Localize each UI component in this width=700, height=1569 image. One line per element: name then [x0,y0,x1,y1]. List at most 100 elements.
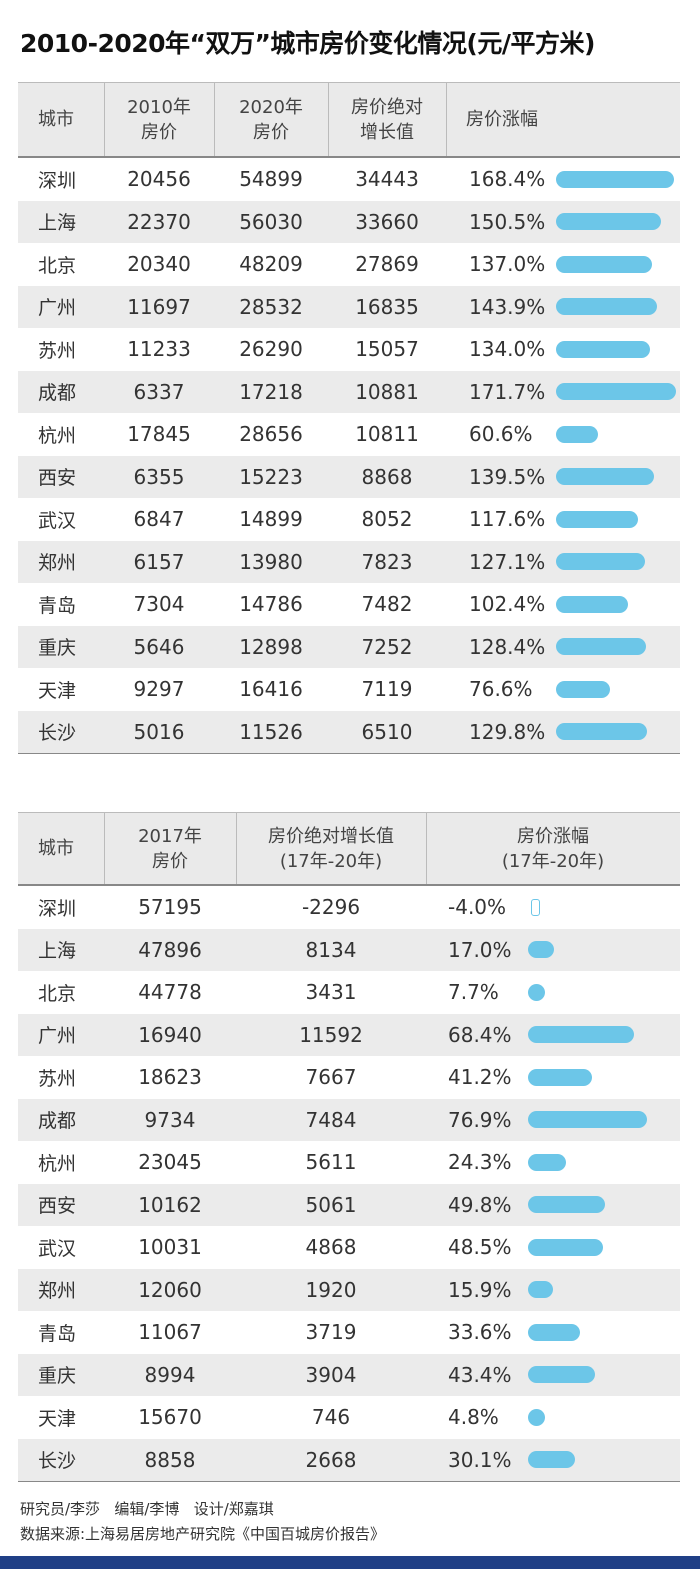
table-row: 青岛 11067 3719 33.6% [18,1311,680,1354]
growth-bar [528,1068,592,1086]
cell-growth-rate: 49.8% [448,1192,512,1217]
growth-bar [556,425,599,443]
cell-price-2017: 23045 [138,1150,202,1175]
header-city: 城市 [38,109,74,130]
cell-growth-rate: 76.6% [469,677,533,702]
footer-bar [0,1556,700,1569]
table-row: 广州 16940 11592 68.4% [18,1013,680,1056]
cell-city: 杭州 [38,1152,77,1175]
header-growth-rate: 房价涨幅 [466,109,538,130]
table-row: 苏州 11233 26290 15057 134.0% [18,328,680,371]
cell-price-2020: 13980 [239,549,303,574]
cell-price-2010: 6847 [133,507,185,532]
header-price-2010: 2010年 房价 [127,96,191,143]
cell-city: 苏州 [38,339,77,362]
cell-city: 天津 [38,1407,77,1430]
cell-price-2017: 11067 [138,1320,202,1345]
cell-city: 上海 [38,212,77,235]
table-row: 天津 9297 16416 7119 76.6% [18,668,680,711]
table-row: 杭州 17845 28656 10811 60.6% [18,413,680,456]
cell-growth-rate: 68.4% [448,1022,512,1047]
cell-city: 北京 [38,982,77,1005]
cell-absolute-increase: 7823 [361,549,413,574]
cell-absolute-increase: 34443 [355,167,419,192]
cell-growth-rate: 76.9% [448,1107,512,1132]
cell-growth-rate: 117.6% [469,507,546,532]
cell-growth-rate: 127.1% [469,549,546,574]
cell-absolute-increase: 16835 [355,294,419,319]
cell-city: 广州 [38,1025,77,1048]
cell-city: 重庆 [38,1365,77,1388]
growth-bar [528,1153,566,1171]
cell-price-2010: 22370 [127,209,191,234]
price-table-2017-2020: 城市 2017年 房价 房价绝对增长值 (17年-20年) 房价涨幅 (17年-… [18,812,680,1482]
growth-bar [528,1323,580,1341]
cell-price-2020: 16416 [239,677,303,702]
table-row: 上海 47896 8134 17.0% [18,928,680,971]
cell-absolute-increase: 746 [311,1405,351,1430]
table-row: 西安 6355 15223 8868 139.5% [18,455,680,498]
cell-city: 武汉 [38,1237,77,1260]
cell-city: 北京 [38,254,77,277]
cell-growth-rate: 129.8% [469,719,546,744]
cell-price-2020: 54899 [239,167,303,192]
cell-city: 深圳 [38,897,77,920]
header-absolute-increase: 房价绝对 增长值 [351,96,423,143]
cell-city: 青岛 [38,1322,77,1345]
cell-city: 上海 [38,940,77,963]
table-row: 西安 10162 5061 49.8% [18,1183,680,1226]
cell-price-2020: 56030 [239,209,303,234]
growth-bar [556,723,647,741]
cell-price-2020: 14899 [239,507,303,532]
growth-bar [556,468,654,486]
cell-price-2010: 7304 [133,592,185,617]
cell-price-2017: 15670 [138,1405,202,1430]
cell-absolute-increase: 7482 [361,592,413,617]
cell-absolute-increase: 10811 [355,422,419,447]
cell-price-2017: 12060 [138,1277,202,1302]
cell-price-2010: 11697 [127,294,191,319]
cell-price-2017: 18623 [138,1065,202,1090]
table-body: 深圳 57195 -2296 -4.0% 上海 47896 8134 17.0% 北京 44778… [18,886,680,1481]
cell-price-2020: 11526 [239,719,303,744]
growth-bar [556,595,628,613]
table-row: 长沙 8858 2668 30.1% [18,1438,680,1481]
growth-bar [556,170,674,188]
cell-growth-rate: 143.9% [469,294,546,319]
header-city: 城市 [38,838,74,859]
data-source: 数据来源:上海易居房地产研究院《中国百城房价报告》 [20,1525,386,1543]
cell-absolute-increase: 7667 [305,1065,357,1090]
cell-growth-rate: 17.0% [448,937,512,962]
cell-growth-rate: 48.5% [448,1235,512,1260]
cell-price-2020: 28532 [239,294,303,319]
cell-growth-rate: 4.8% [448,1405,499,1430]
header-absolute-increase: 房价绝对增长值 (17年-20年) [268,825,394,872]
cell-city: 天津 [38,679,77,702]
cell-city: 长沙 [38,1450,77,1473]
cell-price-2017: 10162 [138,1192,202,1217]
cell-city: 青岛 [38,594,77,617]
cell-absolute-increase: 10881 [355,379,419,404]
table-header: 城市 2010年 房价 2020年 房价 房价绝对 增长值 房价涨幅 [18,82,680,158]
cell-absolute-increase: 5061 [305,1192,357,1217]
cell-absolute-increase: 8868 [361,464,413,489]
cell-growth-rate: 24.3% [448,1150,512,1175]
table-row: 郑州 6157 13980 7823 127.1% [18,540,680,583]
cell-growth-rate: 41.2% [448,1065,512,1090]
cell-price-2017: 9734 [144,1107,196,1132]
growth-bar [556,383,676,401]
table-row: 天津 15670 746 4.8% [18,1396,680,1439]
growth-bar [528,1026,634,1044]
cell-city: 长沙 [38,722,77,745]
table-row: 武汉 6847 14899 8052 117.6% [18,498,680,541]
cell-absolute-increase: 27869 [355,252,419,277]
table-row: 深圳 57195 -2296 -4.0% [18,886,680,929]
cell-price-2017: 10031 [138,1235,202,1260]
cell-absolute-increase: 8134 [305,937,357,962]
growth-bar [556,638,646,656]
cell-growth-rate: 150.5% [469,209,546,234]
cell-growth-rate: 128.4% [469,634,546,659]
cell-growth-rate: 137.0% [469,252,546,277]
cell-city: 成都 [38,1110,77,1133]
price-table-2010-2020: 城市 2010年 房价 2020年 房价 房价绝对 增长值 房价涨幅 深圳 204… [18,82,680,754]
